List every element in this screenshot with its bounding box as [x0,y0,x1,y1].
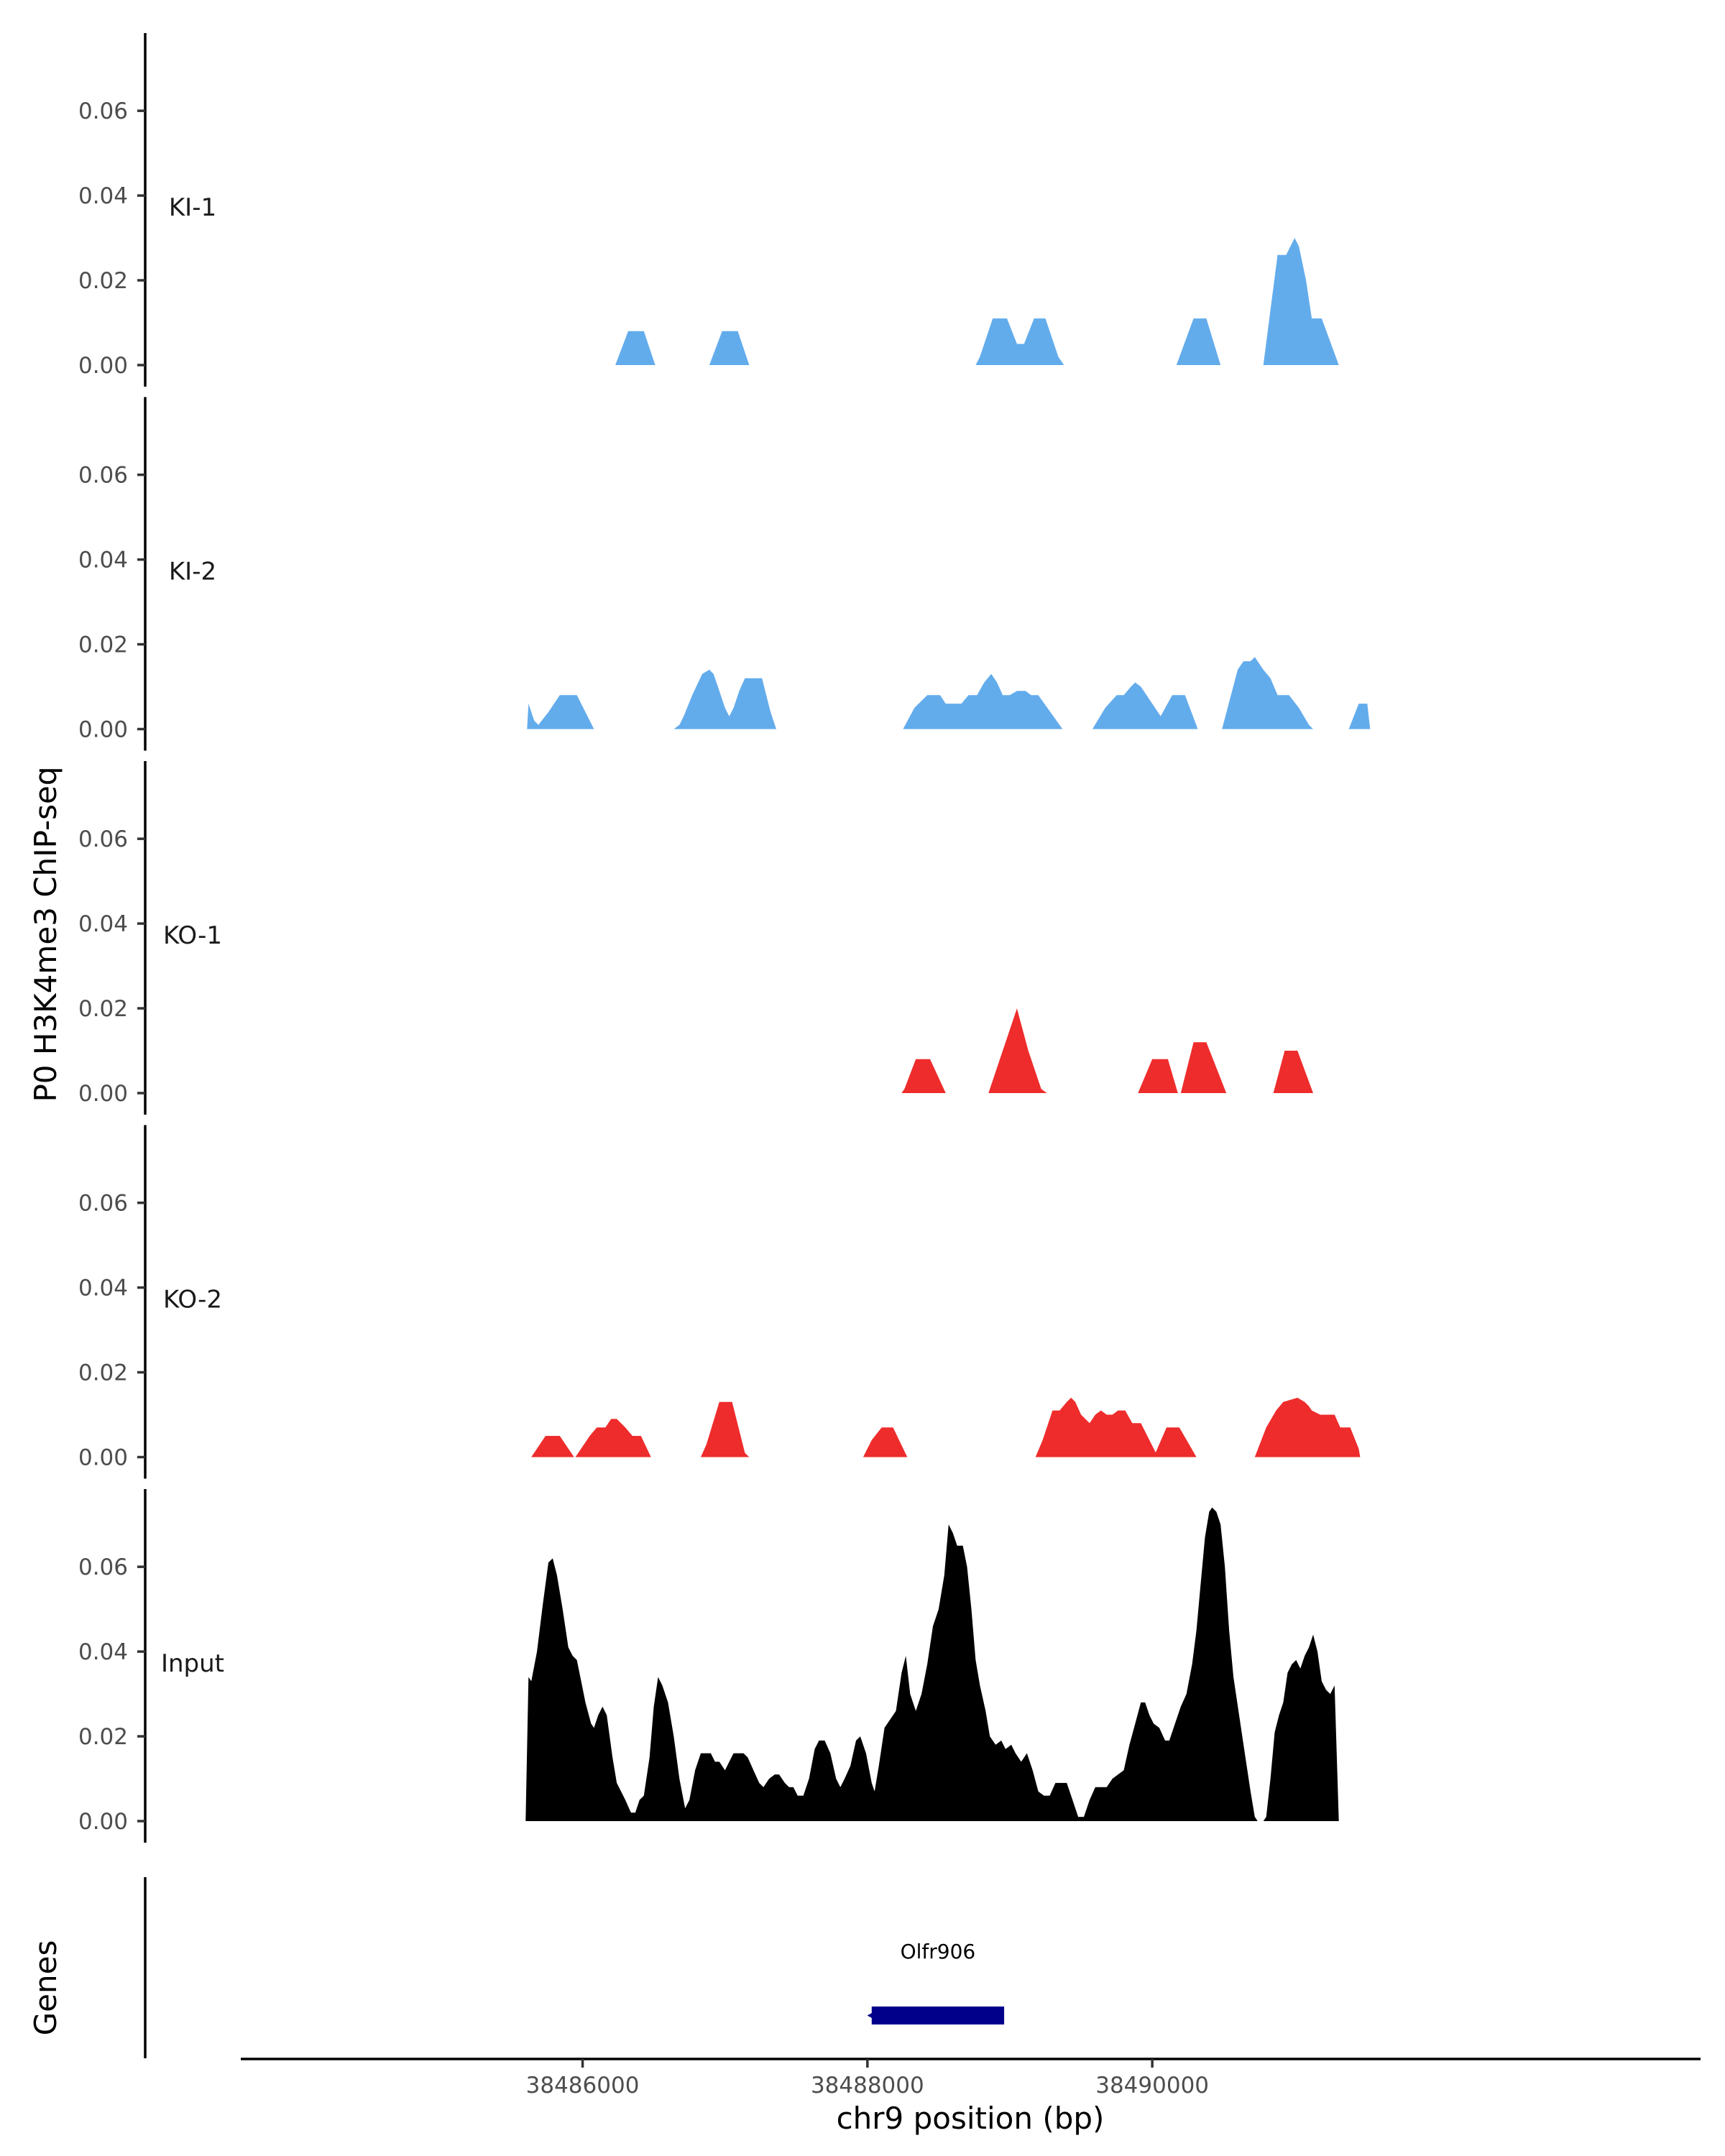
signal-peak [1138,1059,1178,1093]
signal-peak [975,318,1064,365]
signal-peak [988,1008,1047,1093]
track-ki-2: 0.00 0.02 0.04 0.06 KI-2 [78,397,1371,751]
signal-peak [575,1419,651,1457]
signal-peak [1154,695,1198,729]
signal-peak [1154,1427,1197,1457]
signal-peak [1254,1397,1361,1457]
signal-peak [903,673,1063,729]
y-tick-label: 0.04 [78,548,128,573]
x-tick-label: 38490000 [1095,2073,1209,2099]
signal-peak [901,1059,946,1093]
track-input: 0.00 0.02 0.04 0.06 Input [78,1489,1339,1843]
signal-peak [1180,1042,1227,1093]
signal-peak [1222,657,1313,729]
y-tick-label: 0.00 [78,353,128,379]
signal-peak [1348,704,1371,729]
y-tick-label: 0.00 [78,717,128,743]
y-tick-label: 0.06 [78,463,128,489]
y-tick-label: 0.06 [78,98,128,124]
track-ko-2: 0.00 0.02 0.04 0.06 KO-2 [78,1125,1361,1479]
signal-peak [862,1427,908,1457]
y-tick-label: 0.02 [78,1724,128,1750]
track-label: Input [161,1649,224,1678]
genes-panel: Genes Olfr906 [28,1877,1005,2058]
track-ki-1: 0.00 0.02 0.04 0.06 KI-1 [78,33,1339,387]
track-label: KI-1 [169,193,216,222]
signal-peak [1176,318,1221,365]
y-tick-label: 0.04 [78,1639,128,1665]
chipseq-tracks: 0.00 0.02 0.04 0.06 KI-1 0.00 0.02 0.04 0.06 KI-2… [78,33,1371,1843]
gene-strand-arrow [867,2009,880,2022]
signal-peak [673,669,776,729]
y-tick-label: 0.00 [78,1809,128,1835]
y-tick-label: 0.04 [78,183,128,209]
signal-peak [1273,1051,1313,1093]
x-axis: 38486000 38488000 38490000 chr9 position (… [241,2058,1701,2136]
signal-peak [709,331,750,365]
x-tick-label: 38488000 [811,2073,924,2099]
track-label: KI-2 [169,558,216,586]
y-axis-title: P0 H3K4me3 ChIP-seq [28,766,63,1102]
y-tick-label: 0.04 [78,911,128,937]
gene-body [871,2007,1005,2024]
gene-label: Olfr906 [901,1940,976,1963]
signal-peak [527,695,594,729]
y-tick-label: 0.00 [78,1445,128,1471]
y-tick-label: 0.04 [78,1276,128,1302]
signal-peak [525,1507,1339,1821]
y-tick-label: 0.02 [78,632,128,658]
y-tick-label: 0.02 [78,996,128,1022]
track-ko-1: 0.00 0.02 0.04 0.06 KO-1 [78,761,1313,1115]
x-tick-label: 38486000 [526,2073,640,2099]
y-tick-label: 0.00 [78,1081,128,1107]
y-tick-label: 0.06 [78,1191,128,1217]
track-label: KO-1 [163,921,222,950]
y-tick-label: 0.06 [78,826,128,852]
signal-peak [1092,682,1168,729]
y-tick-label: 0.02 [78,268,128,294]
genes-axis-title: Genes [28,1940,63,2036]
track-label: KO-2 [163,1286,222,1314]
signal-peak [1263,238,1339,365]
signal-peak [1035,1397,1159,1457]
signal-peak [531,1436,574,1457]
y-tick-label: 0.02 [78,1360,128,1386]
signal-peak [615,331,656,365]
signal-peak [701,1401,750,1457]
y-tick-label: 0.06 [78,1554,128,1580]
x-axis-title: chr9 position (bp) [837,2101,1105,2136]
